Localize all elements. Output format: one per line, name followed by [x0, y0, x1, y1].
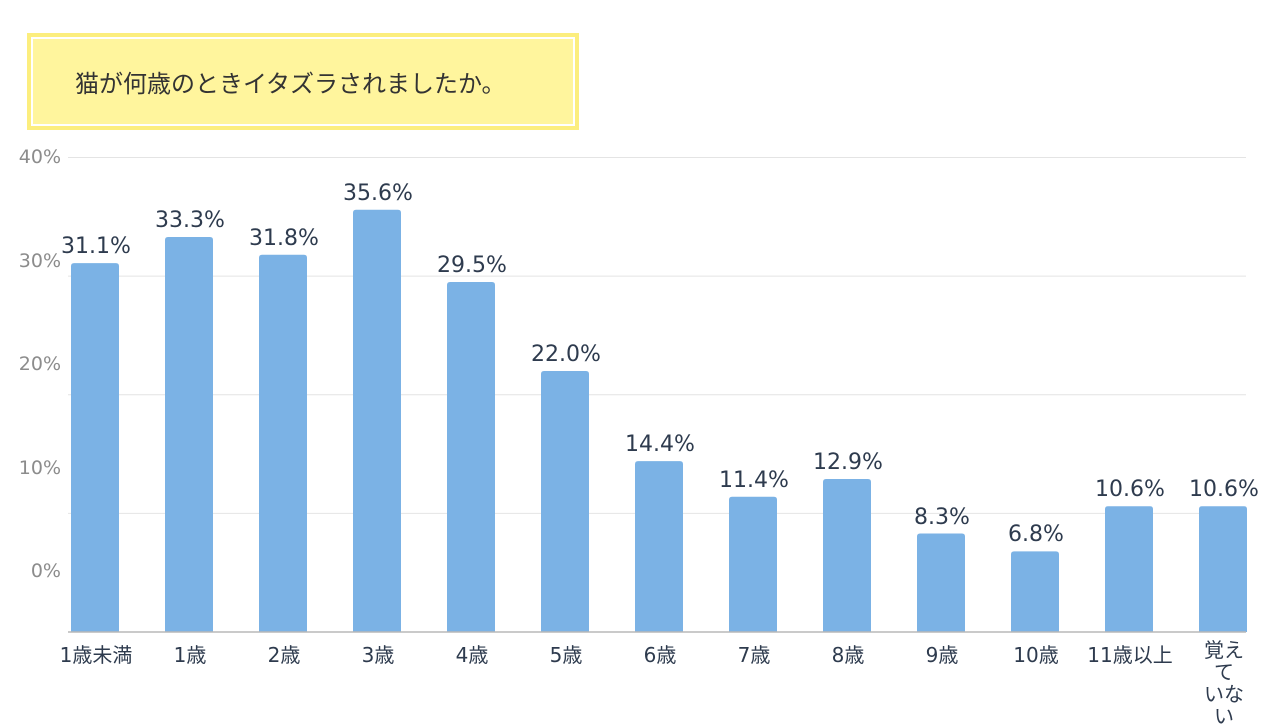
bar	[917, 533, 965, 632]
x-tick-label: 1歳未満	[59, 643, 133, 667]
bar-value-label: 12.9%	[813, 449, 883, 475]
bar	[729, 496, 777, 632]
y-tick-label: 0%	[30, 560, 61, 582]
bar	[635, 461, 683, 632]
x-tick-label: 3歳	[361, 643, 395, 667]
bar	[259, 254, 307, 632]
x-tick-label: 11歳以上	[1087, 643, 1173, 667]
bar	[447, 282, 495, 632]
x-tick-label: 5歳	[549, 643, 583, 667]
bar-value-label: 33.3%	[155, 207, 225, 233]
x-tick-label: 4歳	[455, 643, 489, 667]
bar-value-label: 22.0%	[531, 342, 601, 368]
x-tick-label: 覚えて いない	[1204, 638, 1244, 728]
x-tick-label: 6歳	[643, 643, 677, 667]
bar-value-label: 10.6%	[1095, 477, 1165, 503]
bar-value-label: 29.5%	[437, 253, 507, 279]
chart-title-panel: 猫が何歳のときイタズラされましたか。	[31, 37, 575, 126]
bar	[541, 371, 589, 632]
x-tick-label: 2歳	[267, 643, 301, 667]
bar	[1011, 551, 1059, 632]
bar	[823, 478, 871, 632]
bar	[1105, 506, 1153, 632]
bar	[1199, 506, 1247, 632]
bar	[353, 209, 401, 632]
bar-value-label: 11.4%	[719, 467, 789, 493]
bar-value-label: 10.6%	[1189, 477, 1259, 503]
chart-title-box: 猫が何歳のときイタズラされましたか。	[27, 33, 579, 130]
x-tick-label: 10歳	[1013, 643, 1059, 667]
y-tick-label: 20%	[18, 353, 61, 375]
x-tick-label: 8歳	[831, 643, 865, 667]
bar	[165, 236, 213, 632]
x-tick-label: 9歳	[925, 643, 959, 667]
bar-value-label: 31.8%	[249, 225, 319, 251]
bar-value-label: 6.8%	[1008, 522, 1064, 548]
x-tick-label: 7歳	[737, 643, 771, 667]
y-tick-label: 30%	[18, 249, 61, 272]
chart-title: 猫が何歳のときイタズラされましたか。	[75, 70, 506, 98]
bar-value-label: 31.1%	[61, 234, 131, 260]
bar	[71, 263, 119, 632]
y-tick-label: 40%	[18, 146, 61, 168]
bars	[71, 209, 1247, 632]
bar-value-label: 14.4%	[625, 432, 695, 458]
bar-value-label: 8.3%	[914, 504, 970, 530]
y-tick-label: 10%	[18, 456, 61, 479]
x-tick-label: 1歳	[173, 643, 207, 667]
bar-value-label: 35.6%	[343, 180, 413, 206]
